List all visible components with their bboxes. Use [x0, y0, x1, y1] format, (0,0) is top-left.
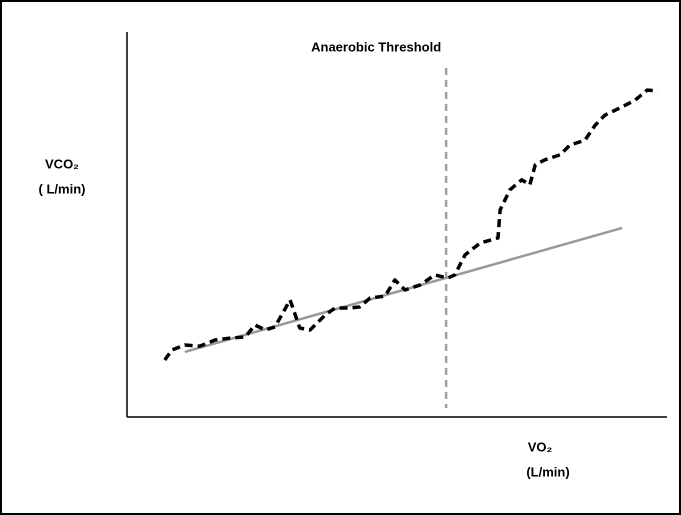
y-axis-label: ( L/min) [39, 181, 86, 196]
x-axis-label: VO₂ [528, 439, 553, 454]
annotation: Anaerobic Threshold [311, 39, 441, 54]
line [163, 88, 658, 362]
x-axis-label: (L/min) [526, 464, 569, 479]
y-axis-label: VCO₂ [45, 156, 79, 171]
